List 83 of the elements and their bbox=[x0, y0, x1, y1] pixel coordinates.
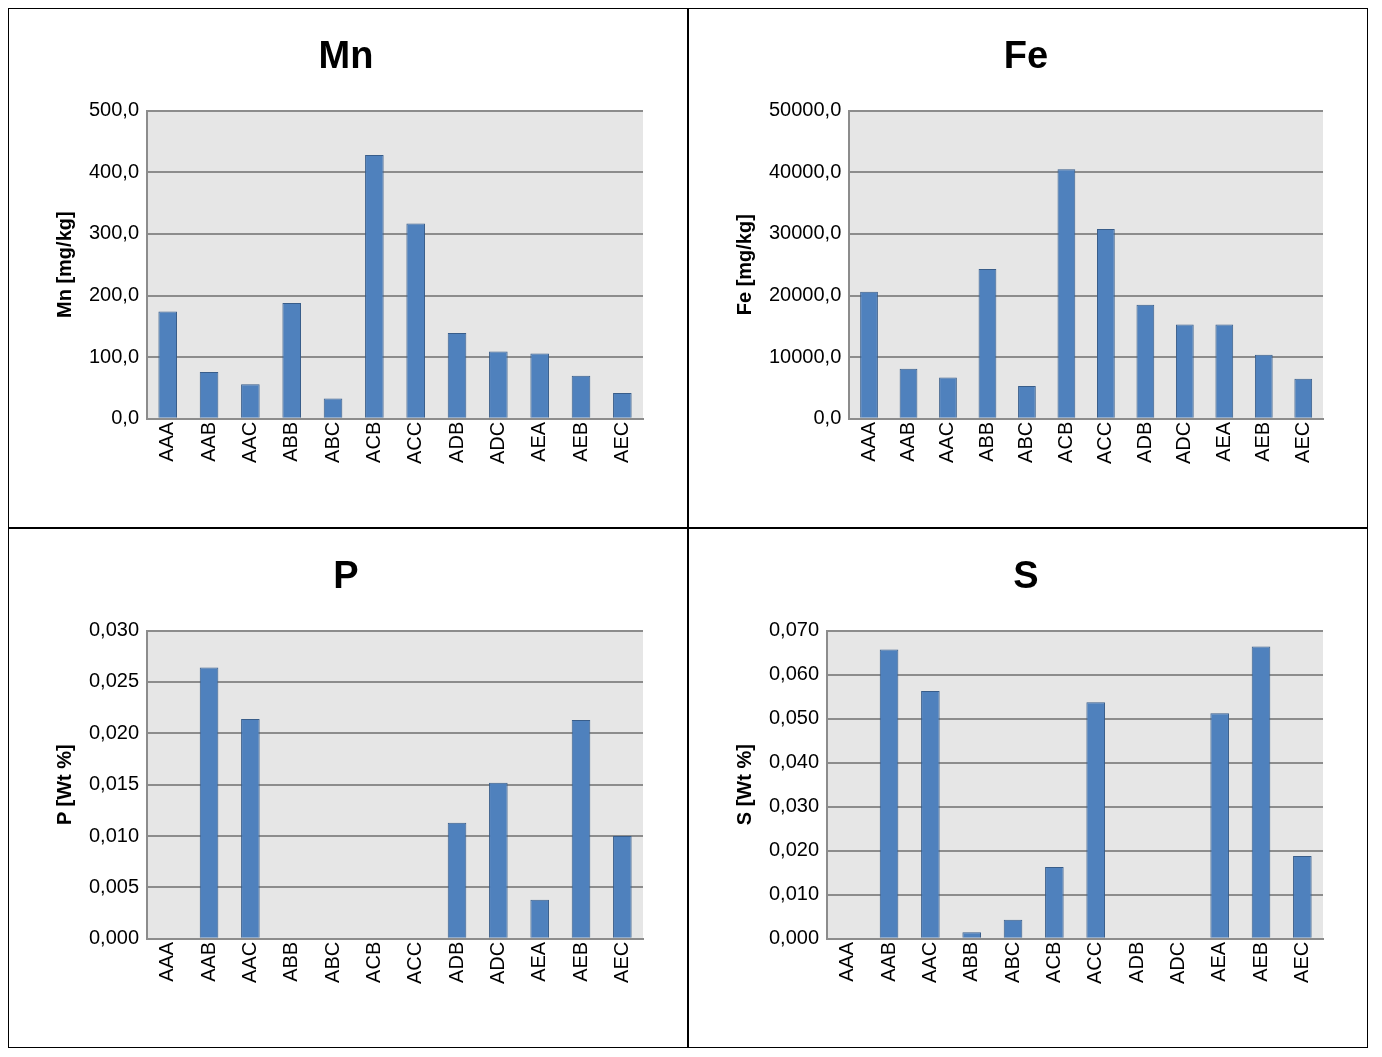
x-tick-label: ACC bbox=[1083, 941, 1106, 985]
y-tick-label: 200,0 bbox=[88, 283, 140, 306]
x-tick-label: ADC bbox=[1172, 421, 1195, 465]
x-tick-label: AEA bbox=[527, 941, 550, 982]
x-tick-label: AEC bbox=[609, 421, 632, 463]
y-tick-label: 500,0 bbox=[88, 98, 140, 121]
x-tick-label: AAA bbox=[155, 941, 178, 982]
x-tick-label: ABC bbox=[1014, 421, 1037, 463]
y-tick-label: 100,0 bbox=[88, 344, 140, 367]
y-tick-label: 0,010 bbox=[88, 823, 140, 846]
y-tick-label: 300,0 bbox=[88, 221, 140, 244]
y-tick-label: 0,020 bbox=[88, 720, 140, 743]
y-tick-label: 0,015 bbox=[88, 772, 140, 795]
x-tick-label: AEA bbox=[1211, 421, 1234, 462]
x-tick-label: AAB bbox=[876, 941, 899, 982]
x-tick-label: AEA bbox=[527, 421, 550, 462]
y-axis-title: Fe [mg/kg] bbox=[732, 214, 755, 316]
x-tick-label: AAA bbox=[155, 421, 178, 462]
y-axis-title: Mn [mg/kg] bbox=[52, 211, 75, 319]
x-tick-label: ACC bbox=[403, 421, 426, 465]
x-tick-label: ACC bbox=[1093, 421, 1116, 465]
y-tick-label: 0,030 bbox=[88, 618, 140, 641]
x-tick-label: ABC bbox=[1000, 941, 1023, 983]
x-tick-label: AEC bbox=[609, 941, 632, 983]
y-tick-label: 0,005 bbox=[88, 874, 140, 897]
y-axis-title: S [Wt %] bbox=[732, 744, 755, 826]
x-tick-label: AEC bbox=[1289, 941, 1312, 983]
y-axis-title: P [Wt %] bbox=[52, 744, 75, 826]
y-tick-label: 0,030 bbox=[768, 794, 820, 817]
x-tick-label: ADB bbox=[1124, 941, 1147, 983]
y-tick-label: 30000,0 bbox=[769, 221, 842, 244]
x-tick-label: AAA bbox=[856, 421, 879, 462]
chart-title: Mn bbox=[318, 34, 374, 77]
x-tick-label: AEB bbox=[1248, 941, 1271, 982]
chart-title: P bbox=[333, 554, 359, 597]
x-tick-label: ADC bbox=[1165, 941, 1188, 985]
x-tick-label: AAC bbox=[917, 941, 940, 983]
x-tick-label: ADC bbox=[485, 941, 508, 985]
y-tick-label: 0,040 bbox=[768, 750, 820, 773]
x-tick-label: AAA bbox=[835, 941, 858, 982]
x-tick-label: ADB bbox=[1132, 421, 1155, 463]
x-tick-label: ADB bbox=[444, 421, 467, 463]
y-tick-label: 0,0 bbox=[813, 406, 842, 429]
y-tick-label: 0,060 bbox=[768, 662, 820, 685]
x-tick-label: ADB bbox=[444, 941, 467, 983]
x-tick-label: ABB bbox=[974, 421, 997, 462]
x-tick-label: AAC bbox=[237, 421, 260, 463]
y-tick-label: 50000,0 bbox=[769, 98, 842, 121]
y-tick-label: 0,050 bbox=[768, 706, 820, 729]
y-tick-label: 0,020 bbox=[768, 838, 820, 861]
x-tick-label: AEA bbox=[1207, 941, 1230, 982]
y-tick-label: 0,0 bbox=[111, 406, 140, 429]
x-tick-label: ACC bbox=[403, 941, 426, 985]
y-tick-label: 0,025 bbox=[88, 669, 140, 692]
x-tick-label: ABC bbox=[320, 941, 343, 983]
x-tick-label: AAC bbox=[237, 941, 260, 983]
x-tick-label: AAB bbox=[896, 421, 919, 462]
x-tick-label: ACB bbox=[361, 941, 384, 983]
y-tick-label: 0,000 bbox=[88, 926, 140, 949]
x-tick-label: AEC bbox=[1290, 421, 1313, 463]
y-tick-label: 10000,0 bbox=[769, 344, 842, 367]
y-tick-label: 400,0 bbox=[88, 159, 140, 182]
y-tick-label: 20000,0 bbox=[769, 283, 842, 306]
y-tick-label: 0,070 bbox=[768, 618, 820, 641]
x-tick-label: ADC bbox=[485, 421, 508, 465]
chart-title: Fe bbox=[1003, 34, 1049, 77]
x-tick-label: AEB bbox=[1251, 421, 1274, 462]
y-tick-label: 40000,0 bbox=[769, 159, 842, 182]
y-tick-label: 0,010 bbox=[768, 882, 820, 905]
x-tick-label: ACB bbox=[361, 421, 384, 463]
x-tick-label: ABB bbox=[279, 941, 302, 982]
x-tick-label: ABB bbox=[279, 421, 302, 462]
x-tick-label: AAC bbox=[935, 421, 958, 463]
x-tick-label: AAB bbox=[196, 941, 219, 982]
chart-title: S bbox=[1013, 554, 1039, 597]
x-tick-label: ABB bbox=[959, 941, 982, 982]
x-tick-label: AEB bbox=[568, 421, 591, 462]
x-tick-label: AAB bbox=[196, 421, 219, 462]
x-tick-label: AEB bbox=[568, 941, 591, 982]
y-tick-label: 0,000 bbox=[768, 926, 820, 949]
x-tick-label: ABC bbox=[320, 421, 343, 463]
x-tick-label: ACB bbox=[1053, 421, 1076, 463]
x-tick-label: ACB bbox=[1041, 941, 1064, 983]
